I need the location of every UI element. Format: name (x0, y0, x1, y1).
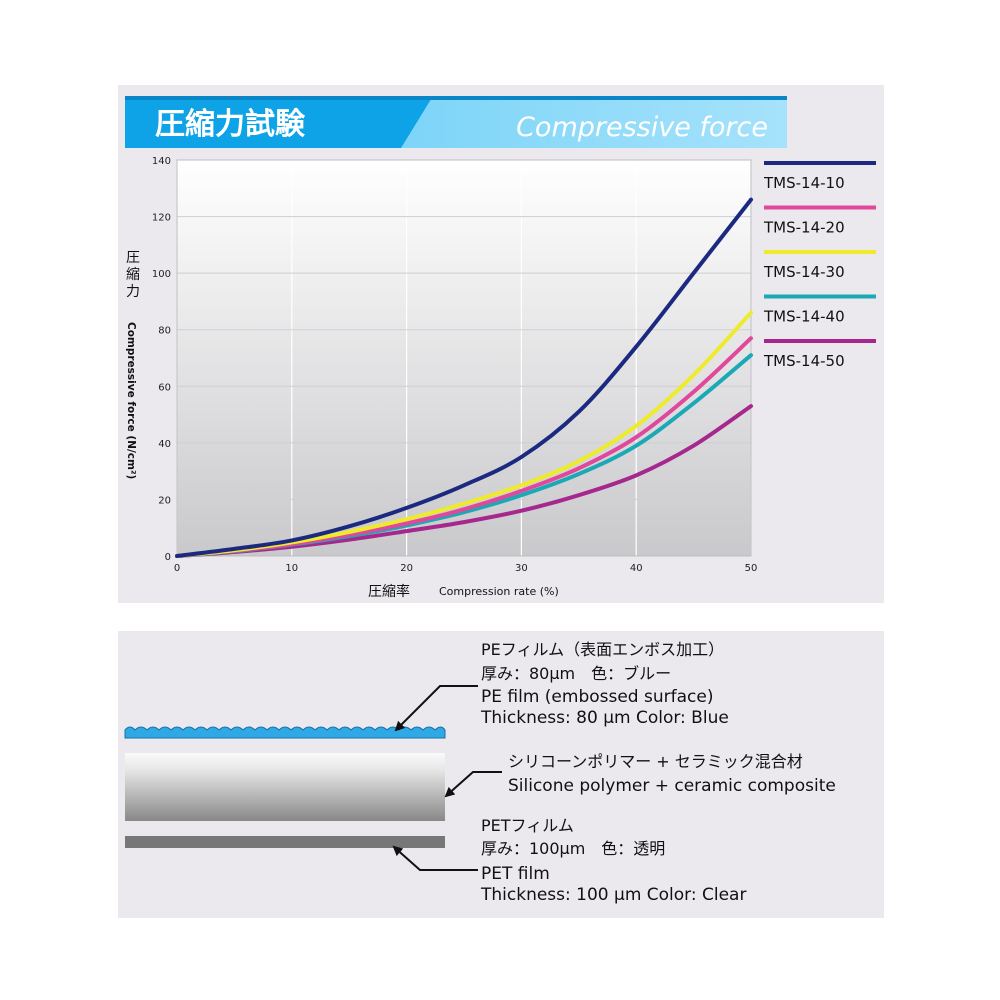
legend-label: TMS-14-30 (763, 263, 845, 281)
silicone-pointer-arrow (444, 771, 502, 798)
x-tick-label: 10 (285, 563, 298, 574)
x-axis-label-jp: 圧縮率 (368, 583, 410, 600)
tick-labels: 0 10 20 30 40 50 0 20 40 60 80 100 120 140 (152, 156, 757, 574)
pe-label-jp-2: 厚み：80μm 色：ブルー (481, 664, 672, 683)
y-tick-label: 80 (158, 326, 171, 337)
y-tick-label: 140 (152, 156, 171, 167)
legend-label: TMS-14-20 (763, 219, 845, 237)
grid-lines (176, 159, 752, 557)
y-tick-label: 0 (165, 552, 171, 563)
pet-label-jp-2: 厚み：100μm 色：透明 (481, 839, 666, 858)
legend-label: TMS-14-10 (763, 174, 845, 192)
silicone-layer (125, 753, 445, 821)
title-jp: 圧縮力試験 (155, 107, 306, 142)
pet-pointer-arrow (392, 845, 478, 871)
y-tick-label: 120 (152, 213, 171, 224)
pe-label-en-1: PE film (embossed surface) (481, 687, 714, 707)
pet-film-layer (125, 836, 445, 848)
pet-label-en-1: PET film (481, 864, 550, 884)
title-en: Compressive force (516, 112, 768, 143)
y-tick-label: 20 (158, 495, 171, 506)
series-lines (175, 197, 753, 558)
x-axis-label-en: Compression rate (%) (439, 585, 559, 598)
pe-label-en-2: Thickness: 80 µm Color: Blue (481, 708, 729, 728)
legend: TMS-14-10 TMS-14-20 TMS-14-30 TMS-14-40 TMS-… (763, 161, 876, 370)
series-line-TMS-14-10 (175, 197, 753, 558)
plot-area (177, 160, 751, 556)
y-axis-label: 圧縮力 Compressive force (N/cm²) (125, 250, 140, 479)
plot-border (176, 159, 752, 557)
pe-pointer-arrow (394, 685, 478, 732)
title-banner: 圧縮力試験 Compressive force (125, 96, 787, 148)
y-axis-label-jp: 圧縮力 (126, 250, 140, 300)
legend-label: TMS-14-40 (763, 308, 845, 326)
pet-label-en-2: Thickness: 100 µm Color: Clear (481, 885, 747, 905)
x-tick-label: 40 (630, 563, 643, 574)
pe-label-jp-1: PEフィルム（表面エンボス加工） (481, 640, 725, 659)
x-tick-label: 20 (400, 563, 413, 574)
y-tick-label: 60 (158, 382, 171, 393)
legend-label: TMS-14-50 (763, 352, 845, 370)
silicone-label-en: Silicone polymer + ceramic composite (508, 776, 836, 796)
x-tick-label: 0 (174, 563, 180, 574)
y-tick-label: 40 (158, 439, 171, 450)
y-tick-label: 100 (152, 269, 171, 280)
x-tick-label: 30 (515, 563, 528, 574)
pet-label-jp-1: PETフィルム (481, 816, 574, 835)
silicone-label-jp: シリコーンポリマー + セラミック混合材 (508, 752, 803, 771)
x-tick-label: 50 (745, 563, 758, 574)
compressive-force-chart: 圧縮力試験 Compressive force 0 10 20 30 40 50 0 20 40… (125, 96, 876, 600)
y-axis-label-en: Compressive force (N/cm²) (125, 322, 137, 479)
